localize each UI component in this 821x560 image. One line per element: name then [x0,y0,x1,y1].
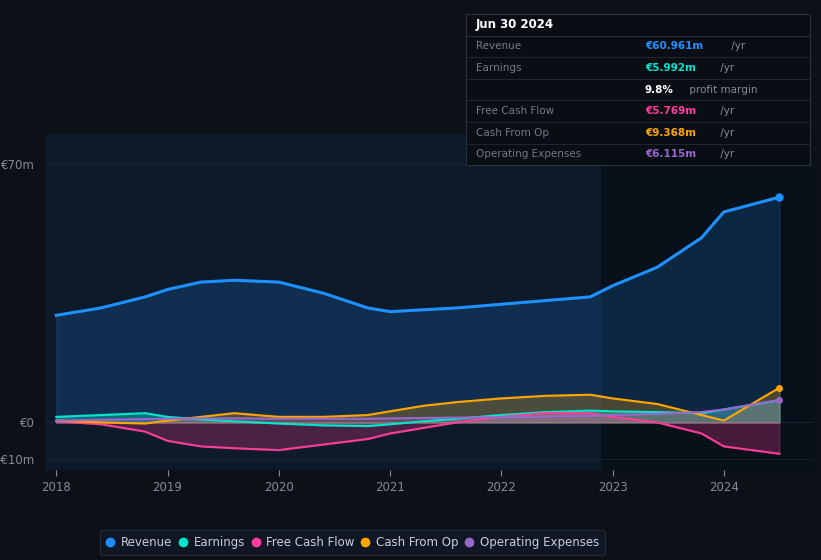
Text: profit margin: profit margin [686,85,758,95]
Text: €60.961m: €60.961m [644,41,703,52]
Text: Revenue: Revenue [476,41,521,52]
Text: €5.992m: €5.992m [644,63,695,73]
Text: Jun 30 2024: Jun 30 2024 [476,18,554,31]
Text: €9.368m: €9.368m [644,128,696,138]
Legend: Revenue, Earnings, Free Cash Flow, Cash From Op, Operating Expenses: Revenue, Earnings, Free Cash Flow, Cash … [99,530,605,555]
Text: Operating Expenses: Operating Expenses [476,150,581,160]
Text: /yr: /yr [718,150,735,160]
Bar [602,134,813,470]
Text: Cash From Op: Cash From Op [476,128,549,138]
Text: /yr: /yr [718,63,735,73]
Text: /yr: /yr [718,128,735,138]
Text: 9.8%: 9.8% [644,85,674,95]
Text: €5.769m: €5.769m [644,106,696,116]
Text: Earnings: Earnings [476,63,521,73]
Text: /yr: /yr [727,41,745,52]
Text: Free Cash Flow: Free Cash Flow [476,106,554,116]
Text: /yr: /yr [718,106,735,116]
Text: €6.115m: €6.115m [644,150,696,160]
